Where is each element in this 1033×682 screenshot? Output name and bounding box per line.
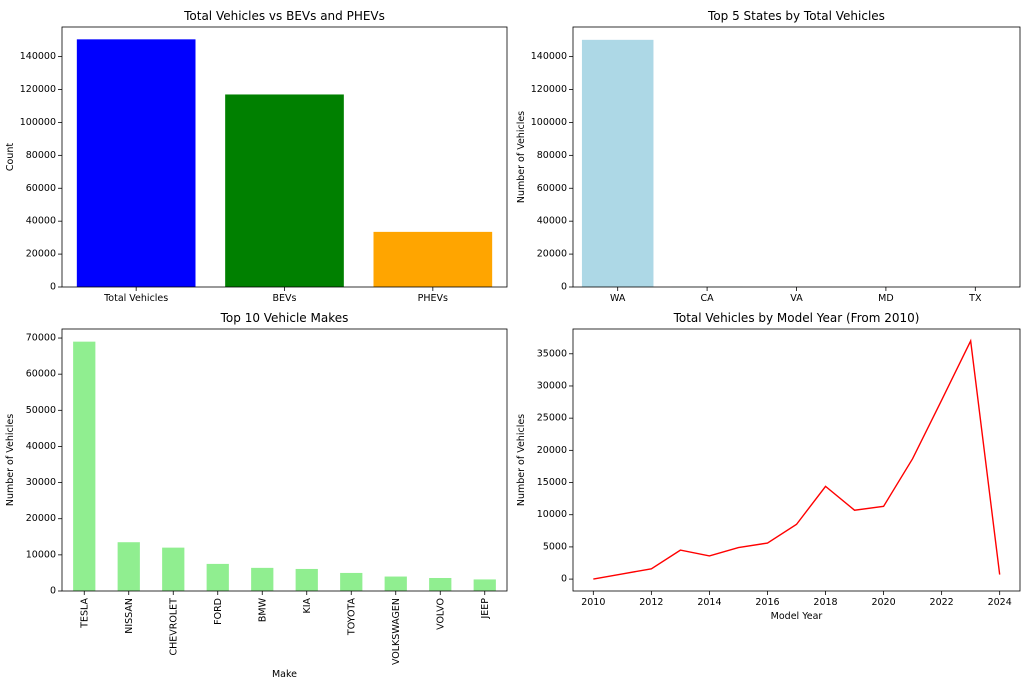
y-tick-label: 20000	[26, 513, 56, 524]
x-tick-label: BEVs	[273, 293, 297, 304]
y-tick-label: 0	[561, 282, 567, 293]
x-tick-label: PHEVs	[418, 293, 448, 304]
chart-title: Top 5 States by Total Vehicles	[707, 9, 885, 23]
bar-ford	[206, 563, 229, 591]
y-tick-label: 0	[561, 574, 567, 585]
x-tick-label: 2012	[639, 597, 663, 608]
y-tick-label: 30000	[26, 477, 56, 488]
chart-title: Top 10 Vehicle Makes	[220, 311, 349, 325]
chart-title: Total Vehicles by Model Year (From 2010)	[673, 311, 920, 325]
chart-4: Total Vehicles by Model Year (From 2010)…	[516, 311, 1021, 622]
bar-bevs	[225, 94, 344, 287]
y-tick-label: 100000	[20, 117, 56, 128]
bar-wa	[581, 39, 654, 287]
y-tick-label: 60000	[26, 183, 56, 194]
y-tick-label: 120000	[20, 84, 56, 95]
x-tick-label: VA	[790, 293, 803, 304]
x-tick-label: NISSAN	[124, 598, 135, 634]
x-tick-label: 2016	[755, 597, 779, 608]
y-tick-label: 40000	[26, 216, 56, 227]
x-tick-label: JEEP	[480, 598, 491, 620]
y-axis-label: Number of Vehicles	[516, 414, 527, 506]
x-tick-label: TOYOTA	[346, 598, 357, 637]
x-tick-label: KIA	[302, 597, 313, 613]
chart-title: Total Vehicles vs BEVs and PHEVs	[183, 9, 385, 23]
x-tick-label: Total Vehicles	[103, 293, 168, 304]
bar-total-vehicles	[76, 39, 196, 288]
y-tick-label: 35000	[537, 348, 567, 359]
y-tick-label: 140000	[20, 51, 56, 62]
x-tick-label: VOLVO	[435, 598, 446, 630]
y-tick-label: 25000	[537, 413, 567, 424]
chart-2: Top 5 States by Total Vehicles 0 20000 4000…	[516, 9, 1021, 304]
plot-frame	[61, 328, 508, 592]
x-tick-label: 2024	[988, 597, 1012, 608]
bar-chevrolet	[162, 547, 185, 591]
y-tick-label: 20000	[537, 445, 567, 456]
chart-3: Top 10 Vehicle Makes 0 10000 20000 30000 4000…	[5, 311, 508, 680]
y-tick-label: 80000	[26, 150, 56, 161]
y-tick-label: 10000	[26, 549, 56, 560]
y-tick-label: 60000	[26, 369, 56, 380]
y-tick-label: 100000	[531, 117, 567, 128]
y-tick-label: 140000	[531, 51, 567, 62]
y-tick-label: 20000	[537, 249, 567, 260]
x-tick-label: FORD	[213, 598, 224, 625]
x-tick-label: CA	[701, 293, 715, 304]
x-tick-label: 2010	[581, 597, 605, 608]
bar-phevs	[373, 231, 493, 287]
y-axis-label: Count	[5, 143, 16, 171]
bar-tesla	[73, 341, 96, 591]
chart-1: Total Vehicles vs BEVs and PHEVs 0 20000 40…	[5, 9, 508, 304]
bar-kia	[295, 568, 318, 591]
y-tick-label: 120000	[531, 84, 567, 95]
series-line	[593, 338, 1001, 580]
x-axis-label: Model Year	[771, 611, 823, 622]
x-tick-label: TX	[968, 293, 982, 304]
y-tick-label: 0	[50, 586, 56, 597]
y-tick-label: 40000	[26, 441, 56, 452]
plot-frame	[572, 328, 1021, 592]
plot-frame	[572, 26, 1021, 288]
y-tick-label: 80000	[537, 150, 567, 161]
y-axis-label: Number of Vehicles	[5, 414, 16, 506]
bar-volkswagen	[384, 576, 407, 591]
x-tick-label: 2014	[697, 597, 721, 608]
bar-bmw	[251, 567, 274, 591]
x-tick-label: MD	[878, 293, 894, 304]
x-tick-label: 2018	[813, 597, 837, 608]
y-tick-label: 10000	[537, 509, 567, 520]
y-tick-label: 5000	[543, 541, 567, 552]
bar-volvo	[429, 577, 452, 591]
y-tick-label: 70000	[26, 333, 56, 344]
x-tick-label: TESLA	[79, 598, 90, 629]
bar-nissan	[117, 542, 140, 591]
x-tick-label: 2022	[930, 597, 954, 608]
y-tick-label: 60000	[537, 183, 567, 194]
y-axis-label: Number of Vehicles	[516, 111, 527, 203]
x-tick-label: 2020	[871, 597, 895, 608]
x-tick-label: VOLKSWAGEN	[391, 598, 402, 665]
bar-jeep	[473, 579, 496, 591]
y-tick-label: 50000	[26, 405, 56, 416]
plot-frame	[61, 26, 508, 288]
x-axis-label: Make	[272, 669, 297, 680]
y-tick-label: 0	[50, 282, 56, 293]
bar-toyota	[340, 572, 363, 591]
x-tick-label: WA	[610, 293, 626, 304]
x-tick-label: CHEVROLET	[168, 598, 179, 656]
y-tick-label: 30000	[537, 380, 567, 391]
y-tick-label: 15000	[537, 477, 567, 488]
x-tick-label: BMW	[257, 597, 268, 622]
y-tick-label: 20000	[26, 249, 56, 260]
y-tick-label: 40000	[537, 216, 567, 227]
